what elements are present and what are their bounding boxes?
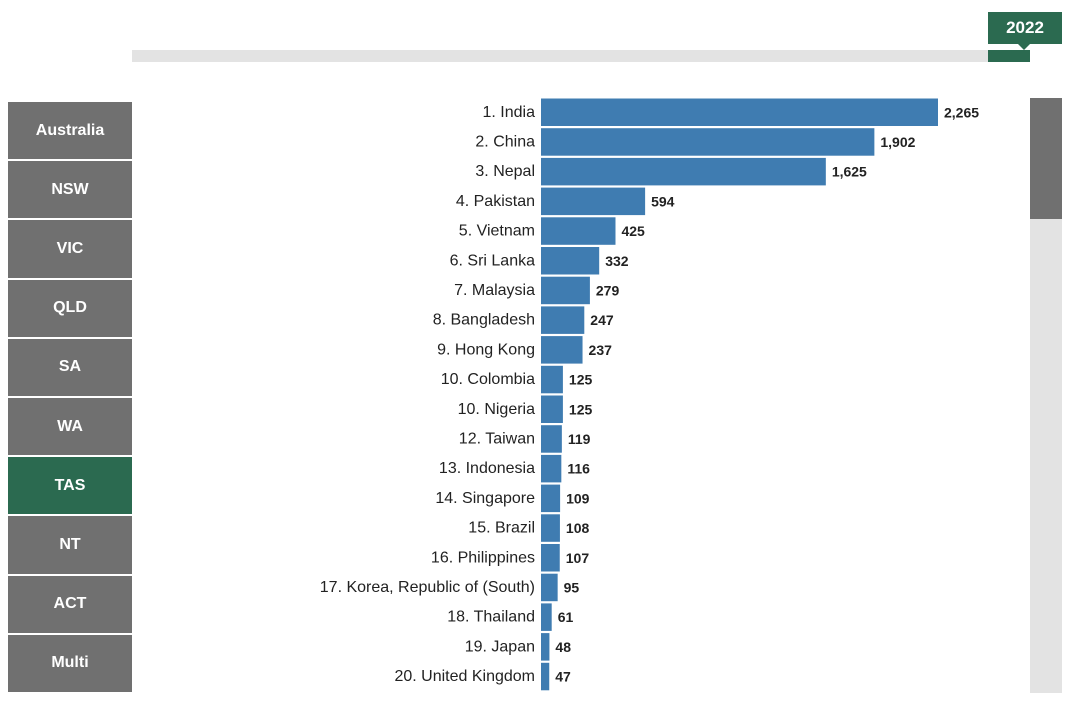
year-label: 2022: [1006, 18, 1044, 37]
value-label: 109: [566, 490, 590, 506]
region-button-tas[interactable]: TAS: [8, 457, 132, 515]
value-label: 1,625: [832, 164, 867, 180]
bar[interactable]: [541, 633, 550, 661]
region-button-label: SA: [58, 358, 82, 376]
bar[interactable]: [541, 514, 560, 542]
region-button-label: WA: [57, 417, 83, 435]
region-button-label: NSW: [51, 180, 89, 198]
value-label: 48: [555, 639, 571, 655]
value-label: 594: [651, 193, 675, 209]
region-button-label: ACT: [53, 595, 87, 613]
category-label: 6. Sri Lanka: [450, 252, 535, 269]
bar[interactable]: [541, 276, 590, 305]
bar[interactable]: [541, 395, 563, 424]
region-button-wa[interactable]: WA: [8, 397, 132, 456]
category-label: 13. Indonesia: [439, 460, 535, 477]
value-label: 116: [567, 461, 590, 477]
bar[interactable]: [541, 365, 563, 394]
category-label: 18. Thailand: [447, 609, 535, 626]
region-button-qld[interactable]: QLD: [8, 279, 132, 337]
category-label: 17. Korea, Republic of (South): [320, 579, 535, 596]
bar[interactable]: [541, 128, 875, 156]
category-label: 19. Japan: [465, 638, 535, 655]
region-button-multi[interactable]: Multi: [8, 634, 132, 692]
region-button-label: QLD: [53, 299, 87, 317]
region-button-label: Australia: [35, 121, 105, 139]
region-button-label: VIC: [56, 239, 84, 257]
category-label: 9. Hong Kong: [437, 341, 535, 358]
bar[interactable]: [541, 484, 561, 513]
category-label: 1. India: [483, 104, 536, 121]
category-label: 2. China: [475, 133, 535, 150]
value-label: 332: [605, 253, 629, 269]
value-label: 125: [569, 401, 593, 417]
value-label: 247: [590, 312, 614, 328]
year-timeline-track[interactable]: [132, 50, 1030, 62]
region-button-act[interactable]: ACT: [8, 575, 132, 633]
value-label: 95: [564, 579, 580, 595]
value-label: 107: [566, 550, 590, 566]
value-label: 425: [621, 223, 645, 239]
region-button-australia[interactable]: Australia: [8, 102, 132, 160]
value-label: 61: [558, 609, 574, 625]
bar[interactable]: [541, 425, 562, 453]
value-label: 1,902: [880, 134, 915, 150]
bar[interactable]: [541, 573, 558, 602]
region-button-label: NT: [59, 535, 81, 553]
region-button-label: Multi: [51, 654, 89, 672]
category-label: 20. United Kingdom: [394, 668, 535, 685]
value-label: 47: [555, 669, 571, 685]
scrollbar-thumb[interactable]: [1030, 98, 1062, 219]
value-label: 108: [566, 520, 590, 536]
category-label: 5. Vietnam: [459, 223, 535, 240]
region-button-nt[interactable]: NT: [8, 516, 132, 574]
category-label: 10. Nigeria: [458, 401, 535, 418]
category-label: 8. Bangladesh: [433, 312, 535, 329]
value-label: 279: [596, 282, 620, 298]
bar[interactable]: [541, 662, 550, 691]
bar[interactable]: [541, 98, 938, 127]
category-label: 12. Taiwan: [459, 430, 535, 447]
value-label: 119: [568, 431, 591, 447]
bar[interactable]: [541, 544, 560, 572]
bar[interactable]: [541, 247, 600, 275]
bar[interactable]: [541, 187, 646, 216]
value-label: 2,265: [944, 104, 979, 120]
bar[interactable]: [541, 336, 583, 364]
region-button-nsw[interactable]: NSW: [8, 161, 132, 219]
category-label: 10. Colombia: [441, 371, 535, 388]
region-selector: Australia NSW VIC QLD SA WA TAS NT ACT M…: [8, 102, 132, 692]
category-label: 4. Pakistan: [456, 193, 535, 210]
bar[interactable]: [541, 306, 585, 334]
category-label: 3. Nepal: [475, 163, 535, 180]
category-label: 7. Malaysia: [454, 282, 535, 299]
category-label: 14. Singapore: [435, 490, 535, 507]
year-badge-pointer: [1018, 44, 1030, 50]
category-label: 16. Philippines: [431, 549, 535, 566]
value-label: 125: [569, 372, 593, 388]
region-button-sa[interactable]: SA: [8, 338, 132, 396]
year-timeline-handle[interactable]: [988, 50, 1030, 62]
bar[interactable]: [541, 157, 826, 186]
bar[interactable]: [541, 454, 562, 483]
category-label: 15. Brazil: [468, 520, 535, 537]
value-label: 237: [589, 342, 613, 358]
region-button-vic[interactable]: VIC: [8, 220, 132, 278]
year-badge: 2022: [988, 12, 1062, 44]
bar[interactable]: [541, 603, 552, 631]
region-button-label: TAS: [54, 476, 86, 494]
bar[interactable]: [541, 217, 616, 245]
